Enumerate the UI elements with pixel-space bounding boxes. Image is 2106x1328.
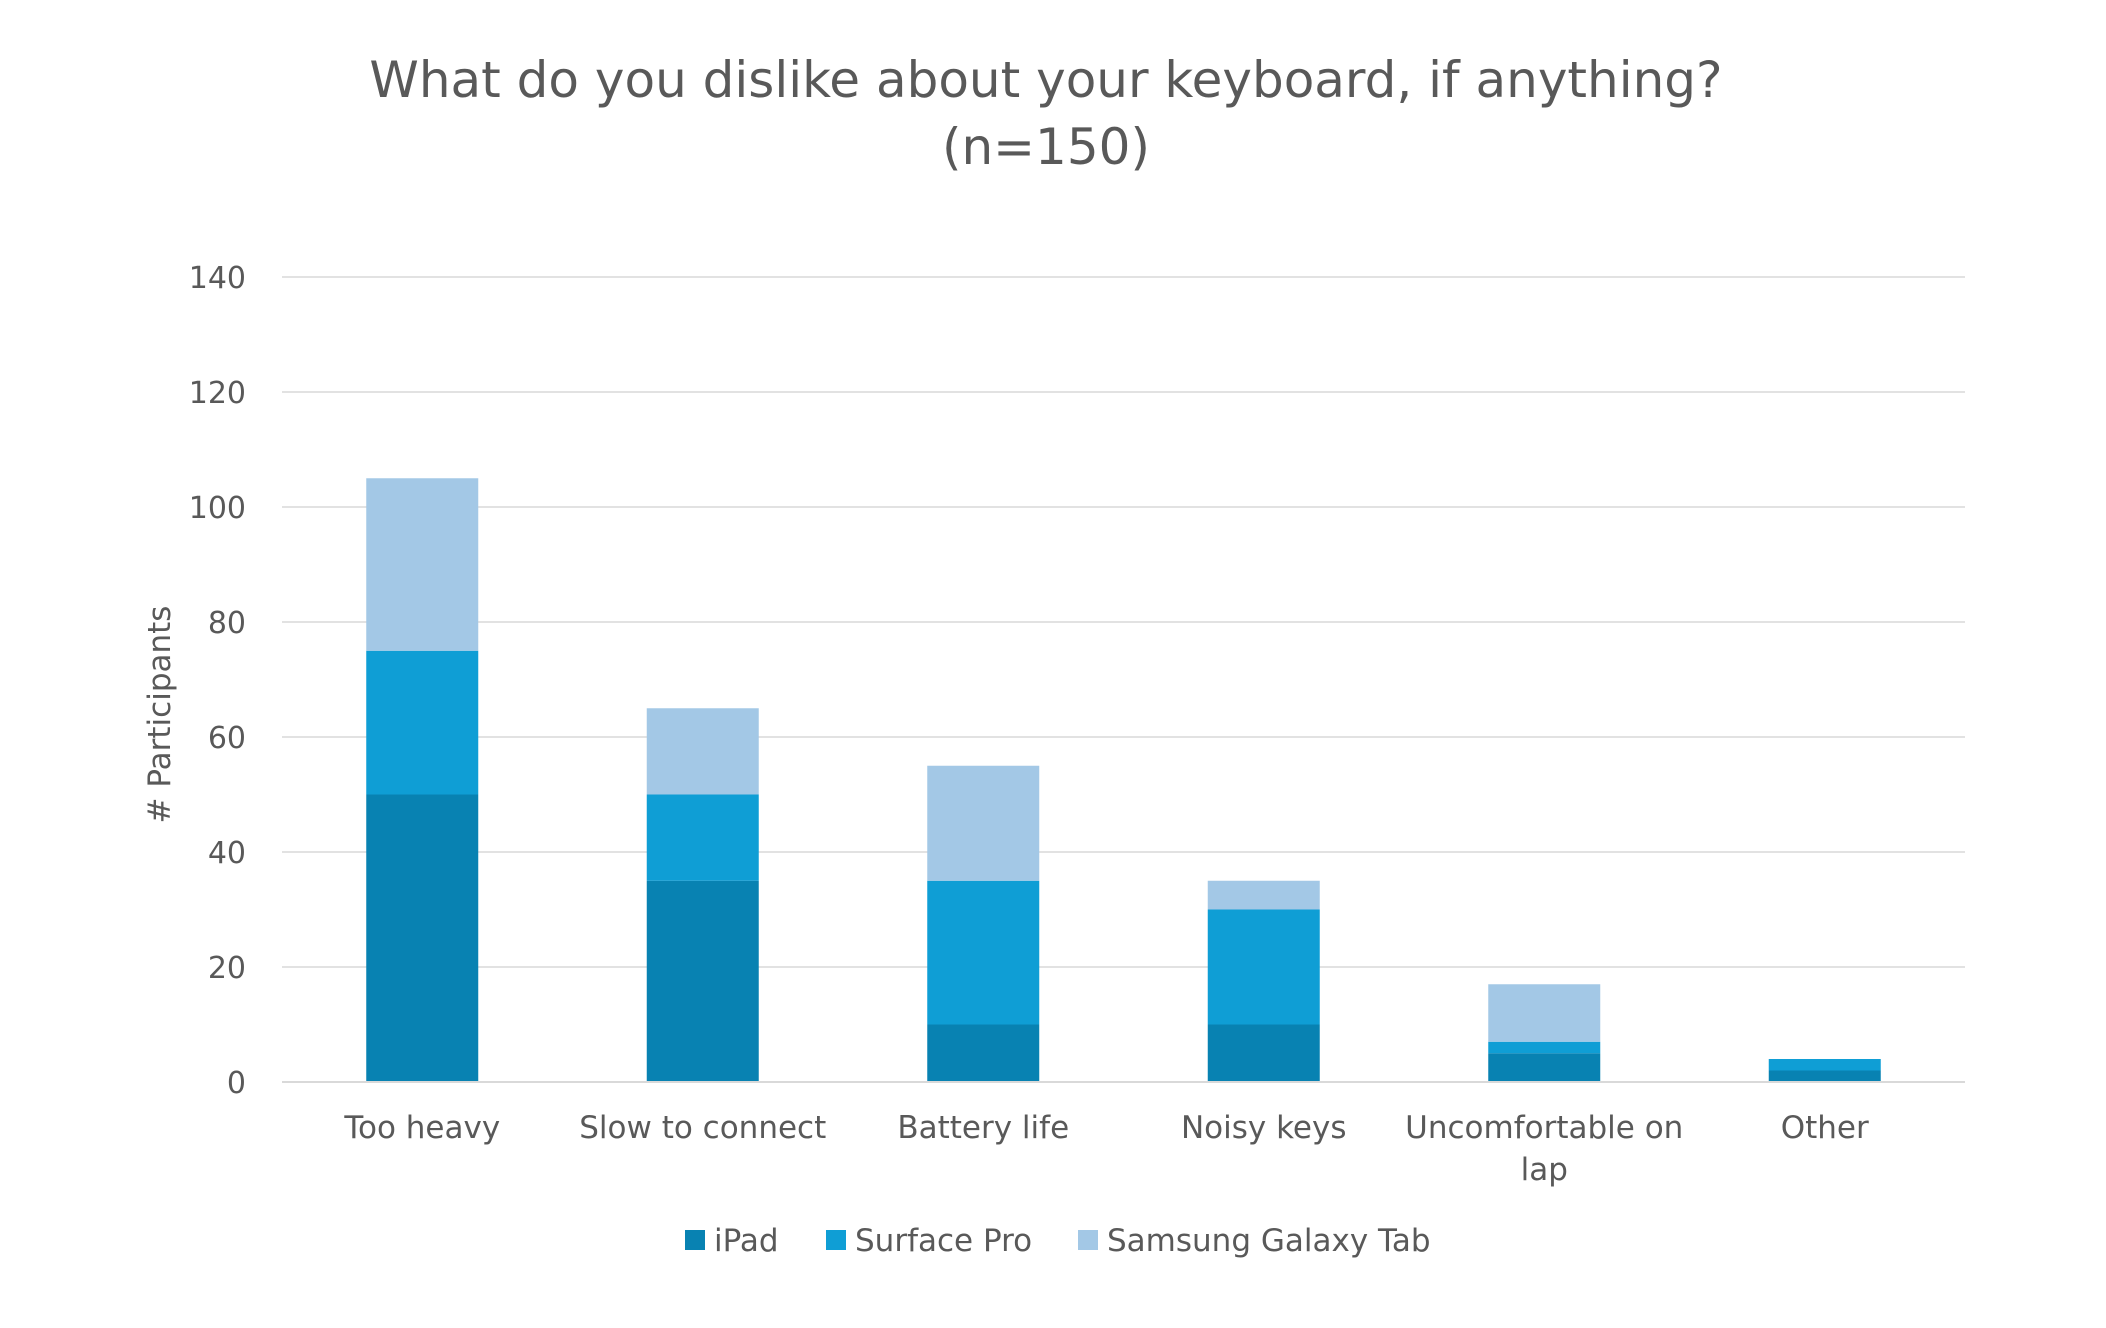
y-tick-label: 40: [208, 836, 246, 871]
x-category-label: Uncomfortable on: [1405, 1110, 1683, 1146]
chart-title-line-2: (n=150): [942, 118, 1150, 176]
bar-segment-surface-pro: [366, 650, 479, 795]
gridlines: [282, 276, 1965, 968]
x-category-label: Other: [1781, 1110, 1869, 1146]
y-tick-label: 0: [227, 1066, 246, 1101]
y-tick-label: 80: [208, 606, 246, 641]
chart-title: What do you dislike about your keyboard,…: [369, 51, 1722, 176]
x-category-label: Battery life: [897, 1110, 1069, 1146]
y-tick-label: 100: [189, 491, 246, 526]
bar-segment-surface-pro: [1768, 1059, 1881, 1071]
x-axis-category-labels: Too heavy Slow to connect Battery life Nois…: [343, 1110, 1869, 1188]
bar-segment-ipad: [927, 1024, 1040, 1082]
bar-segment-samsung-galaxy-tab: [646, 708, 759, 795]
legend-item-samsung-galaxy-tab: Samsung Galaxy Tab: [1078, 1223, 1431, 1259]
legend-item-surface-pro: Surface Pro: [826, 1223, 1032, 1259]
y-tick-label: 20: [208, 951, 246, 986]
y-tick-label: 120: [189, 376, 246, 411]
y-axis-title-text: # Participants: [142, 606, 178, 824]
bar-segment-samsung-galaxy-tab: [927, 765, 1040, 881]
legend-swatch: [1078, 1230, 1098, 1250]
bar-segment-ipad: [1488, 1053, 1601, 1082]
x-category-label: Slow to connect: [579, 1110, 826, 1146]
y-axis-title: # Participants: [142, 606, 178, 824]
chart-title-line-1: What do you dislike about your keyboard,…: [369, 51, 1722, 109]
legend-label: iPad: [714, 1223, 779, 1259]
bar-segment-surface-pro: [1488, 1041, 1601, 1054]
bar-segment-samsung-galaxy-tab: [1488, 984, 1601, 1042]
bar-segment-ipad: [1207, 1024, 1320, 1082]
bar-segment-samsung-galaxy-tab: [1207, 880, 1320, 910]
x-category-label: Too heavy: [343, 1110, 500, 1146]
y-axis-tick-labels: 0 20 40 60 80 100 120 140: [189, 261, 246, 1101]
legend-label: Samsung Galaxy Tab: [1107, 1223, 1431, 1259]
bar-segment-surface-pro: [646, 794, 759, 881]
bar-segment-ipad: [646, 880, 759, 1082]
legend: iPad Surface Pro Samsung Galaxy Tab: [685, 1223, 1431, 1259]
bar-segment-ipad: [1768, 1070, 1881, 1082]
legend-swatch: [826, 1230, 846, 1250]
legend-swatch: [685, 1230, 705, 1250]
legend-label: Surface Pro: [855, 1223, 1032, 1259]
y-tick-label: 140: [189, 261, 246, 296]
legend-item-ipad: iPad: [685, 1223, 779, 1259]
bar-segment-ipad: [366, 794, 479, 1082]
bar-segment-samsung-galaxy-tab: [366, 478, 479, 651]
x-category-label: lap: [1521, 1152, 1568, 1188]
y-tick-label: 60: [208, 721, 246, 756]
bar-segment-surface-pro: [1207, 909, 1320, 1025]
bar-segment-surface-pro: [927, 880, 1040, 1025]
x-category-label: Noisy keys: [1181, 1110, 1347, 1146]
bars: [366, 478, 1881, 1082]
